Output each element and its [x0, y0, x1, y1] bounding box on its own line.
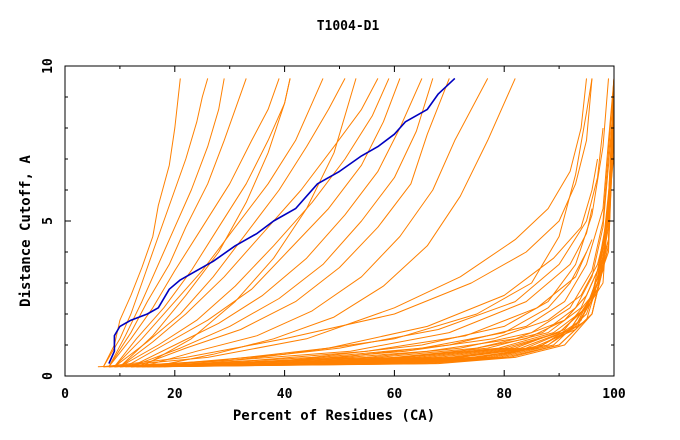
model-line-14 [136, 78, 450, 368]
y-axis-label: Distance Cutoff, A [18, 155, 34, 307]
x-tick-label: 60 [387, 387, 403, 402]
model-line-12 [130, 78, 423, 368]
y-tick-label: 5 [41, 217, 56, 225]
plot-area: 0 20 40 60 80 100 0 5 10 [41, 58, 626, 402]
model-line-11 [125, 78, 401, 368]
model-line-44 [130, 239, 593, 368]
model-line-36 [147, 127, 615, 368]
model-line-43 [119, 127, 604, 368]
model-line-8 [114, 78, 346, 368]
model-line-23 [108, 96, 615, 368]
model-line-39 [152, 90, 615, 368]
model-line-17 [152, 78, 516, 368]
x-axis-ticks: 0 20 40 60 80 100 [61, 66, 626, 402]
model-line-9 [119, 78, 379, 368]
series-layer [97, 77, 615, 368]
x-tick-label: 100 [602, 387, 626, 402]
model-line-42 [114, 158, 598, 368]
highlighted-model-line [108, 77, 456, 364]
model-line-19 [97, 78, 593, 368]
model-line-40 [158, 78, 615, 368]
model-line-46 [136, 220, 609, 368]
x-tick-label: 20 [167, 387, 183, 402]
model-line-13 [130, 78, 434, 368]
model-line-3 [108, 78, 225, 367]
model-line-50 [163, 245, 604, 368]
model-line-49 [108, 78, 587, 368]
x-axis-label: Percent of Residues (CA) [233, 408, 435, 424]
y-tick-label: 0 [41, 372, 56, 380]
model-line-29 [125, 127, 615, 368]
model-line-10 [119, 78, 390, 368]
model-line-41 [108, 208, 593, 368]
model-line-27 [119, 96, 615, 368]
x-tick-label: 0 [61, 387, 69, 402]
model-line-48 [103, 78, 593, 368]
model-line-37 [147, 115, 615, 368]
model-line-15 [141, 78, 489, 368]
y-axis-ticks: 0 5 10 [41, 58, 614, 380]
model-line-30 [130, 109, 615, 368]
x-tick-label: 80 [496, 387, 512, 402]
x-tick-label: 40 [277, 387, 293, 402]
model-line-6 [114, 78, 291, 368]
model-line-18 [119, 78, 291, 368]
model-line-7 [114, 78, 324, 368]
model-line-16 [141, 78, 357, 368]
model-line-33 [136, 78, 615, 368]
y-tick-label: 10 [41, 58, 56, 74]
chart-title: T1004-D1 [317, 19, 380, 34]
model-line-4 [108, 78, 247, 367]
model-line-5 [108, 78, 280, 368]
